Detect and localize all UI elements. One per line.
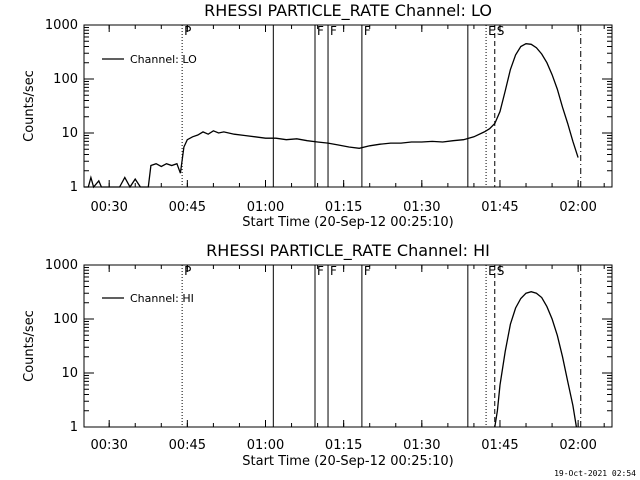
x-tick-label-hi: 02:00 (559, 438, 596, 453)
y-tick-label-hi: 1000 (45, 258, 78, 273)
event-flag-lo: P (184, 24, 191, 38)
event-flag-hi: F (330, 264, 337, 278)
x-tick-label-hi: 01:00 (247, 438, 284, 453)
chart-title-hi: RHESSI PARTICLE_RATE Channel: HI (206, 241, 490, 261)
x-tick-label-lo: 01:15 (325, 200, 362, 215)
y-axis-label-hi: Counts/sec (22, 310, 37, 382)
x-tick-label-hi: 01:30 (403, 438, 440, 453)
x-tick-label-hi: 01:15 (325, 438, 362, 453)
x-axis-label-hi: Start Time (20-Sep-12 00:25:10) (242, 454, 453, 469)
plot-frame-hi (83, 264, 613, 428)
x-tick-label-lo: 01:00 (247, 200, 284, 215)
series-line-lo (84, 43, 579, 189)
event-flag-hi: F (317, 264, 324, 278)
x-tick-label-lo: 01:30 (403, 200, 440, 215)
plot-frame-lo (83, 24, 613, 188)
x-axis-label-lo: Start Time (20-Sep-12 00:25:10) (242, 215, 453, 230)
event-flag-lo: F (330, 24, 337, 38)
event-flag-hi: S (497, 264, 505, 278)
legend-label-lo: Channel: LO (130, 53, 197, 66)
y-tick-label-hi: 100 (53, 312, 78, 327)
y-tick-label-hi: 1 (70, 420, 78, 435)
y-tick-label-lo: 100 (53, 72, 78, 87)
series-line-hi (494, 291, 578, 428)
y-tick-label-hi: 10 (61, 366, 78, 381)
event-flag-lo: S (497, 24, 505, 38)
x-tick-label-lo: 00:45 (169, 200, 206, 215)
y-tick-label-lo: 10 (61, 126, 78, 141)
event-flag-lo: F (364, 24, 371, 38)
x-tick-label-lo: 02:00 (559, 200, 596, 215)
event-flag-hi: P (184, 264, 191, 278)
timestamp: 19-Oct-2021 02:54 (554, 469, 636, 478)
event-flag-lo: E (488, 24, 496, 38)
event-flag-hi: F (364, 264, 371, 278)
x-tick-label-lo: 01:45 (481, 200, 518, 215)
y-axis-label-lo: Counts/sec (22, 70, 37, 142)
legend-label-hi: Channel: HI (130, 292, 194, 305)
x-tick-label-lo: 00:30 (90, 200, 127, 215)
event-flag-lo: F (317, 24, 324, 38)
x-tick-label-hi: 00:30 (90, 438, 127, 453)
x-tick-label-hi: 01:45 (481, 438, 518, 453)
chart-title-lo: RHESSI PARTICLE_RATE Channel: LO (204, 1, 492, 21)
y-tick-label-lo: 1 (70, 180, 78, 195)
y-tick-label-lo: 1000 (45, 18, 78, 33)
x-tick-label-hi: 00:45 (169, 438, 206, 453)
event-flag-hi: E (488, 264, 496, 278)
